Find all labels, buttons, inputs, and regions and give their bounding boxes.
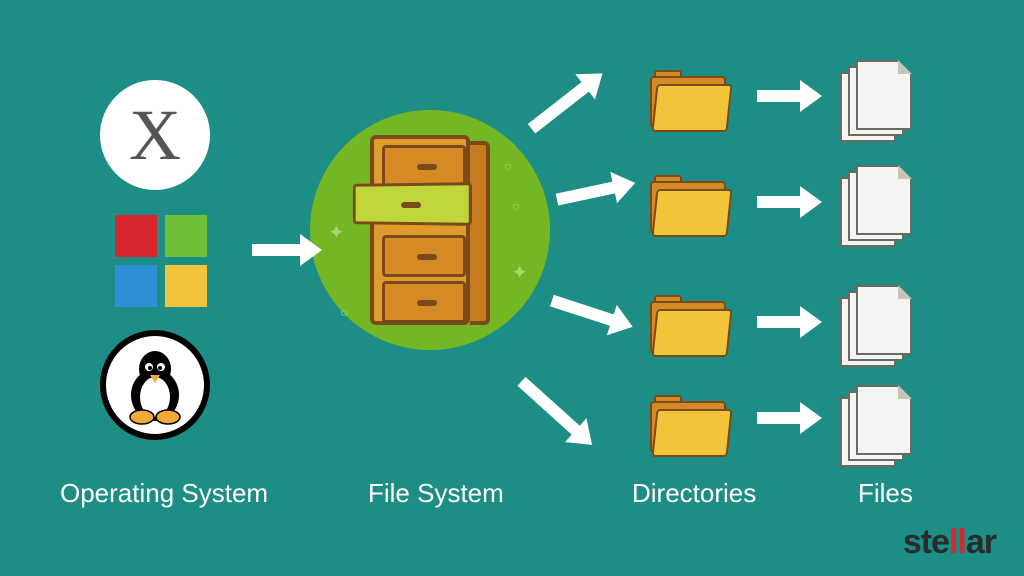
file-stack-icon [840,285,916,365]
arrow-icon [755,182,824,222]
macos-icon: X [100,80,210,190]
folder-icon [650,70,730,130]
deco-plus-icon: ✦ [511,260,528,285]
windows-square [115,215,157,257]
label-fs: File System [368,478,504,509]
brand-part-1: ste [903,523,949,561]
brand-part-2: ar [966,523,996,561]
label-files: Files [858,478,913,509]
folder-icon [650,395,730,455]
arrow-icon [755,76,824,116]
file-stack-icon [840,385,916,465]
windows-square [115,265,157,307]
folder-icon [650,175,730,235]
deco-plus-icon: ✦ [328,220,345,245]
deco-dot-icon: ○ [512,198,520,214]
brand-logo: stellar [903,523,996,562]
file-stack-icon [840,165,916,245]
windows-square [165,265,207,307]
deco-dot-icon: ○ [340,304,348,320]
tux-penguin-icon [120,345,190,425]
arrow-icon [250,230,324,270]
windows-icon [115,215,211,311]
deco-dot-icon: ○ [504,158,512,174]
arrow-icon [755,302,824,342]
folder-icon [650,295,730,355]
arrow-icon [507,365,607,461]
linux-icon [100,330,210,440]
label-os: Operating System [60,478,268,509]
arrow-icon [551,163,641,220]
label-dirs: Directories [632,478,756,509]
filesystem-circle: ✦ ✦ ○ ○ ○ [310,110,550,350]
arrow-icon [755,398,824,438]
arrow-icon [544,281,641,347]
file-cabinet-icon [370,135,490,335]
arrow-icon [518,56,617,145]
macos-x-glyph: X [129,94,181,177]
windows-square [165,215,207,257]
brand-accent: ll [949,523,966,561]
file-stack-icon [840,60,916,140]
